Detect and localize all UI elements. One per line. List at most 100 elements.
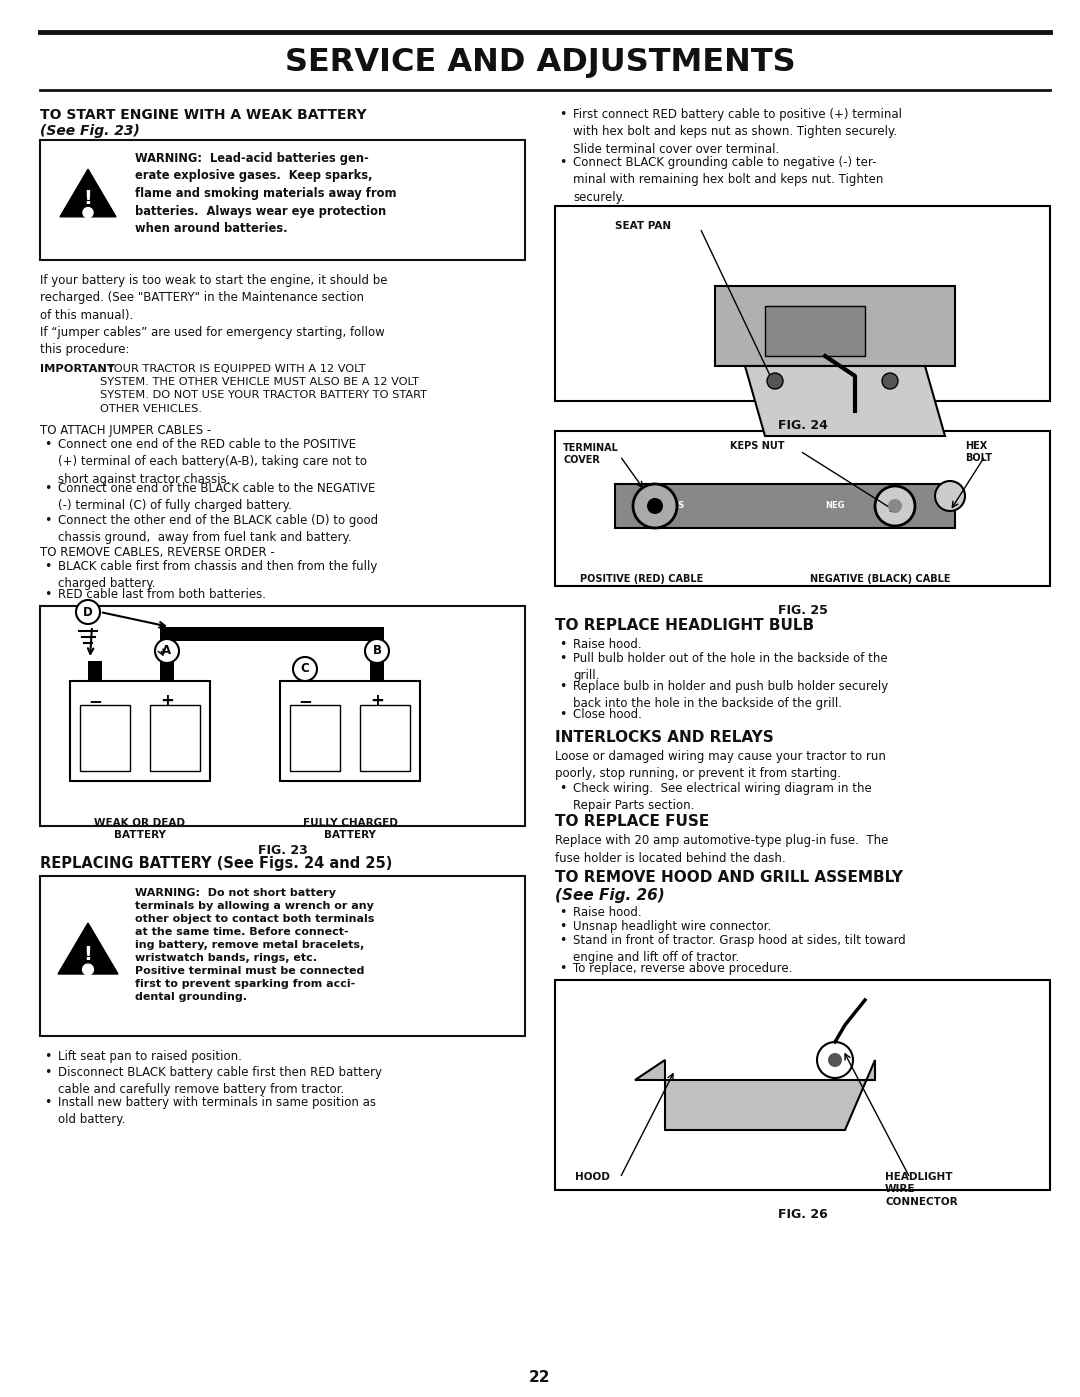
Text: −: − [298, 692, 312, 710]
Text: Raise hood.: Raise hood. [573, 907, 642, 919]
Bar [360, 705, 410, 771]
Text: +: + [370, 692, 383, 710]
Text: C: C [300, 662, 309, 676]
Text: •: • [559, 782, 566, 795]
Circle shape [816, 1042, 853, 1078]
Circle shape [83, 208, 93, 218]
Text: •: • [559, 680, 566, 693]
Text: A: A [162, 644, 172, 658]
Text: FIG. 25: FIG. 25 [778, 604, 827, 617]
Circle shape [647, 497, 663, 514]
Bar [70, 680, 210, 781]
Text: RED cable last from both batteries.: RED cable last from both batteries. [58, 588, 266, 601]
Bar [555, 432, 1050, 585]
Circle shape [888, 499, 902, 513]
Text: If your battery is too weak to start the engine, it should be
recharged. (See "B: If your battery is too weak to start the… [40, 274, 388, 321]
Text: To replace, reverse above procedure.: To replace, reverse above procedure. [573, 963, 793, 975]
Text: •: • [559, 921, 566, 933]
Text: Loose or damaged wiring may cause your tractor to run
poorly, stop running, or p: Loose or damaged wiring may cause your t… [555, 750, 886, 781]
Polygon shape [635, 1060, 875, 1130]
Text: FIG. 24: FIG. 24 [778, 419, 827, 432]
Polygon shape [70, 940, 106, 967]
Text: : YOUR TRACTOR IS EQUIPPED WITH A 12 VOLT
SYSTEM. THE OTHER VEHICLE MUST ALSO BE: : YOUR TRACTOR IS EQUIPPED WITH A 12 VOL… [100, 365, 427, 414]
Circle shape [875, 486, 915, 527]
Text: TERMINAL
COVER: TERMINAL COVER [563, 443, 619, 465]
Bar [80, 705, 130, 771]
Text: WARNING:  Do not short battery
terminals by allowing a wrench or any
other objec: WARNING: Do not short battery terminals … [135, 888, 375, 1002]
Bar [615, 483, 955, 528]
Text: •: • [559, 935, 566, 947]
Text: •: • [559, 963, 566, 975]
Circle shape [767, 373, 783, 388]
Text: HEADLIGHT
WIRE
CONNECTOR: HEADLIGHT WIRE CONNECTOR [885, 1172, 958, 1207]
Bar [160, 661, 174, 680]
Text: •: • [44, 1066, 52, 1078]
Polygon shape [58, 923, 118, 974]
Text: NEG: NEG [825, 502, 845, 510]
Circle shape [76, 599, 100, 624]
Text: (See Fig. 26): (See Fig. 26) [555, 888, 665, 902]
Text: TO REMOVE HOOD AND GRILL ASSEMBLY: TO REMOVE HOOD AND GRILL ASSEMBLY [555, 870, 903, 886]
Bar [160, 627, 174, 661]
Text: −: − [89, 692, 102, 710]
Bar [280, 680, 420, 781]
Text: REPLACING BATTERY (See Figs. 24 and 25): REPLACING BATTERY (See Figs. 24 and 25) [40, 856, 392, 870]
Text: •: • [559, 907, 566, 919]
Text: First connect RED battery cable to positive (+) terminal
with hex bolt and keps : First connect RED battery cable to posit… [573, 108, 902, 156]
Bar [555, 205, 1050, 401]
Circle shape [882, 373, 897, 388]
Text: 22: 22 [529, 1369, 551, 1384]
Circle shape [82, 964, 93, 975]
Polygon shape [71, 184, 105, 210]
Bar [370, 641, 384, 661]
Text: •: • [44, 1051, 52, 1063]
Text: TO REMOVE CABLES, REVERSE ORDER -: TO REMOVE CABLES, REVERSE ORDER - [40, 546, 274, 559]
Text: TO REPLACE FUSE: TO REPLACE FUSE [555, 814, 710, 828]
Text: POS: POS [665, 502, 685, 510]
Text: Lift seat pan to raised position.: Lift seat pan to raised position. [58, 1051, 242, 1063]
Text: Replace with 20 amp automotive-type plug-in fuse.  The
fuse holder is located be: Replace with 20 amp automotive-type plug… [555, 834, 889, 865]
Text: Replace bulb in holder and push bulb holder securely
back into the hole in the b: Replace bulb in holder and push bulb hol… [573, 680, 888, 711]
Bar [150, 705, 200, 771]
Bar [715, 286, 955, 366]
Text: Close hood.: Close hood. [573, 708, 642, 721]
Text: Disconnect BLACK battery cable first then RED battery
cable and carefully remove: Disconnect BLACK battery cable first the… [58, 1066, 382, 1097]
Text: •: • [559, 108, 566, 122]
Text: •: • [44, 588, 52, 601]
Bar [40, 140, 525, 260]
Text: •: • [44, 560, 52, 573]
Bar [555, 981, 1050, 1190]
Text: IMPORTANT: IMPORTANT [40, 365, 114, 374]
Text: •: • [44, 439, 52, 451]
Text: WARNING:  Lead-acid batteries gen-
erate explosive gases.  Keep sparks,
flame an: WARNING: Lead-acid batteries gen- erate … [135, 152, 396, 235]
Text: +: + [160, 692, 174, 710]
Text: HOOD: HOOD [575, 1172, 610, 1182]
Text: B: B [373, 644, 381, 658]
Text: BLACK cable first from chassis and then from the fully
charged battery.: BLACK cable first from chassis and then … [58, 560, 377, 591]
Text: D: D [83, 605, 93, 619]
Polygon shape [745, 366, 945, 436]
Text: POSITIVE (RED) CABLE: POSITIVE (RED) CABLE [580, 574, 703, 584]
Text: Check wiring.  See electrical wiring diagram in the
Repair Parts section.: Check wiring. See electrical wiring diag… [573, 782, 872, 813]
Bar [298, 661, 312, 680]
Text: TO ATTACH JUMPER CABLES -: TO ATTACH JUMPER CABLES - [40, 425, 212, 437]
Text: Stand in front of tractor. Grasp hood at sides, tilt toward
engine and lift off : Stand in front of tractor. Grasp hood at… [573, 935, 906, 964]
Text: INTERLOCKS AND RELAYS: INTERLOCKS AND RELAYS [555, 731, 773, 745]
Polygon shape [60, 169, 116, 217]
Text: •: • [559, 156, 566, 169]
Bar [765, 306, 865, 356]
Text: SEAT PAN: SEAT PAN [615, 221, 671, 231]
Text: TO START ENGINE WITH A WEAK BATTERY: TO START ENGINE WITH A WEAK BATTERY [40, 108, 366, 122]
Text: Install new battery with terminals in same position as
old battery.: Install new battery with terminals in sa… [58, 1097, 376, 1126]
Text: •: • [559, 638, 566, 651]
Text: FULLY CHARGED
BATTERY: FULLY CHARGED BATTERY [302, 819, 397, 841]
Circle shape [365, 638, 389, 664]
Text: Unsnap headlight wire connector.: Unsnap headlight wire connector. [573, 921, 771, 933]
Text: Connect one end of the BLACK cable to the NEGATIVE
(-) terminal (C) of fully cha: Connect one end of the BLACK cable to th… [58, 482, 376, 513]
Text: Pull bulb holder out of the hole in the backside of the
grill.: Pull bulb holder out of the hole in the … [573, 652, 888, 683]
Text: SERVICE AND ADJUSTMENTS: SERVICE AND ADJUSTMENTS [285, 46, 795, 77]
Text: If “jumper cables” are used for emergency starting, follow
this procedure:: If “jumper cables” are used for emergenc… [40, 326, 384, 356]
Bar [291, 705, 340, 771]
Bar [160, 627, 384, 641]
Text: •: • [44, 514, 52, 527]
